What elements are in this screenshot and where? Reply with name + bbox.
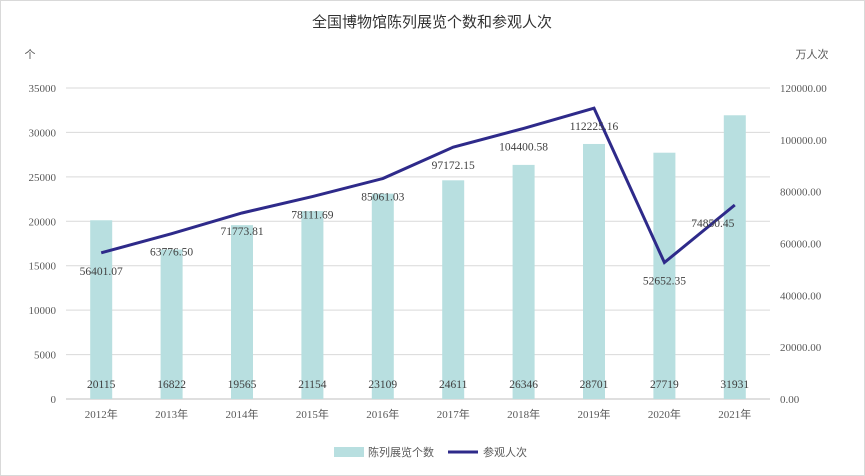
x-tick-label: 2013年 (155, 407, 188, 421)
bar-data-label: 19565 (228, 379, 257, 391)
bar-data-label: 27719 (650, 379, 679, 391)
bar (442, 180, 465, 399)
right-axis-unit: 万人次 (796, 47, 829, 61)
bar-data-label: 24611 (439, 379, 468, 391)
bar-data-label: 23109 (368, 379, 397, 391)
right-tick-label: 80000.00 (780, 187, 822, 199)
bar (512, 164, 535, 399)
legend-line-label: 参观人次 (483, 445, 527, 459)
bar-data-label: 21154 (298, 379, 327, 391)
line-data-label: 104400.58 (499, 141, 548, 153)
right-tick-label: 120000.00 (780, 83, 827, 95)
left-tick-label: 35000 (29, 83, 57, 95)
right-tick-label: 20000.00 (780, 342, 822, 354)
left-axis-unit: 个 (25, 48, 36, 61)
left-tick-label: 5000 (34, 350, 57, 362)
line-data-label: 97172.15 (432, 160, 475, 172)
x-tick-label: 2018年 (507, 407, 540, 421)
x-tick-label: 2012年 (85, 407, 118, 421)
right-tick-label: 60000.00 (780, 239, 822, 251)
line-data-label: 56401.07 (80, 266, 123, 278)
right-tick-label: 100000.00 (780, 135, 827, 147)
bar-data-label: 20115 (87, 379, 116, 391)
bar (301, 211, 324, 399)
legend-bar-swatch (334, 447, 364, 457)
x-tick-label: 2021年 (718, 407, 751, 421)
bar (583, 143, 605, 399)
line-data-label: 63776.50 (150, 247, 193, 259)
left-tick-label: 10000 (29, 305, 57, 317)
line-data-label: 85061.03 (361, 192, 404, 204)
x-tick-label: 2014年 (226, 407, 259, 421)
left-tick-label: 20000 (29, 216, 57, 228)
bar (160, 249, 183, 399)
left-tick-label: 25000 (29, 172, 57, 184)
line-data-label: 52652.35 (643, 276, 686, 288)
x-tick-label: 2019年 (578, 407, 611, 421)
legend-bar-label: 陈列展览个数 (368, 445, 434, 459)
x-tick-label: 2016年 (366, 407, 399, 421)
left-tick-label: 15000 (29, 261, 57, 273)
bar (723, 115, 746, 399)
right-tick-label: 0.00 (780, 394, 800, 406)
chart-title: 全国博物馆陈列展览个数和参观人次 (312, 13, 552, 31)
bar (90, 220, 113, 399)
bar-data-label: 28701 (580, 379, 609, 391)
line-data-label: 112225.16 (570, 121, 619, 133)
bar (653, 152, 676, 399)
line-data-label: 74850.45 (691, 218, 734, 230)
bar (231, 225, 253, 399)
x-tick-label: 2020年 (648, 407, 681, 421)
bar-data-label: 31931 (720, 379, 749, 391)
x-tick-label: 2017年 (437, 407, 470, 421)
x-tick-label: 2015年 (296, 407, 329, 421)
line-series (100, 106, 736, 265)
line-data-label: 71773.81 (220, 226, 263, 238)
line-data-label: 78111.69 (291, 210, 334, 222)
bar-data-label: 16822 (157, 379, 186, 391)
left-tick-label: 0 (51, 394, 57, 406)
right-tick-label: 40000.00 (780, 290, 822, 302)
bar-data-label: 26346 (509, 379, 538, 391)
left-tick-label: 30000 (29, 127, 57, 139)
bar (371, 193, 394, 399)
